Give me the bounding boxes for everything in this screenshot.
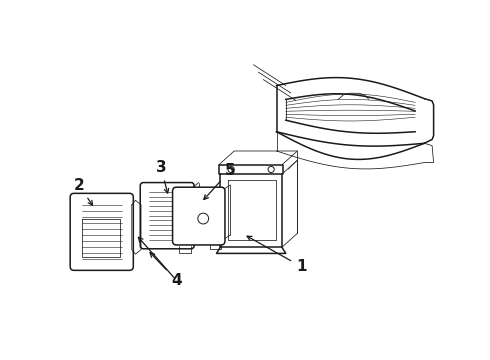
FancyBboxPatch shape [140,183,194,249]
FancyBboxPatch shape [70,193,133,270]
Text: 2: 2 [74,178,93,205]
Text: 4: 4 [150,253,182,288]
Text: 5: 5 [204,163,236,199]
Text: 3: 3 [156,161,169,193]
Text: 1: 1 [247,236,306,274]
FancyBboxPatch shape [172,187,225,245]
